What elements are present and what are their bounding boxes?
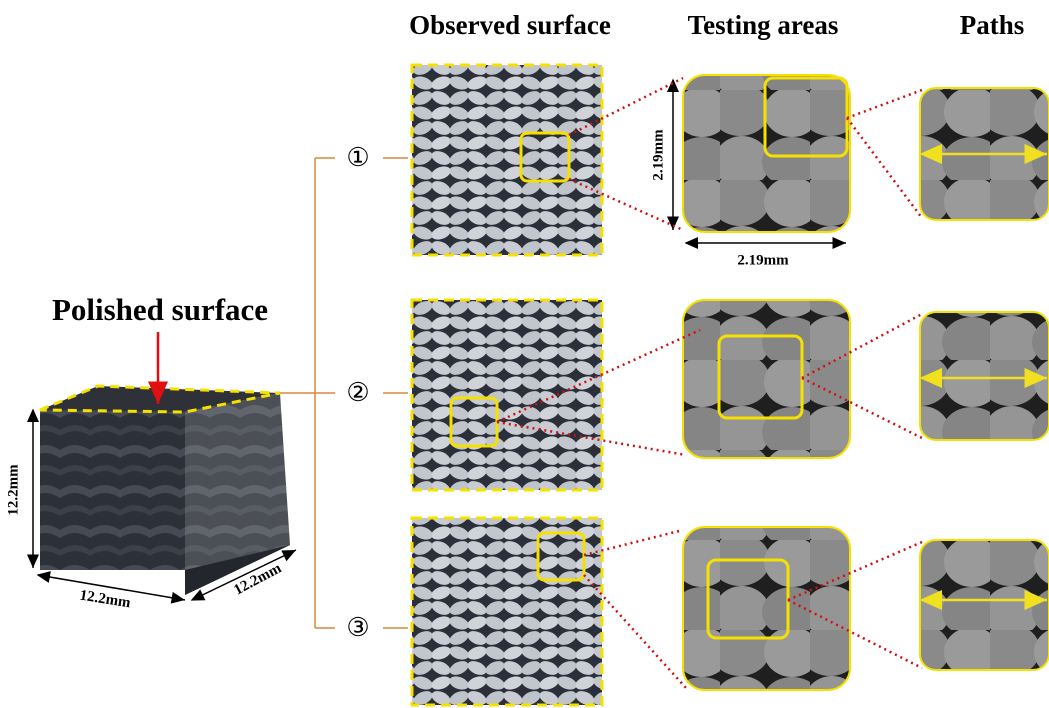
dimension-label: 2.19mm (650, 129, 666, 181)
cube (40, 386, 290, 595)
column-header: Observed surface (409, 10, 611, 40)
column-header: Paths (960, 10, 1025, 40)
dimension-label: 12.2mm (79, 588, 133, 612)
row-label: ③ (346, 613, 369, 642)
connector (280, 158, 408, 628)
row-label: ① (346, 143, 369, 172)
observed-surface (412, 300, 602, 490)
cube-label: Polished surface (52, 292, 268, 327)
row-label: ② (346, 378, 369, 407)
dimension-label: 2.19mm (737, 252, 789, 268)
dimension-label: 12.2mm (5, 464, 21, 516)
path-image (920, 540, 1049, 670)
observed-surface (412, 65, 602, 255)
path-image (920, 312, 1049, 440)
figure: Observed surface Testing areas Paths Pol… (0, 0, 1049, 708)
column-header: Testing areas (688, 10, 839, 40)
testing-area (683, 300, 850, 458)
observed-surface (412, 518, 602, 705)
